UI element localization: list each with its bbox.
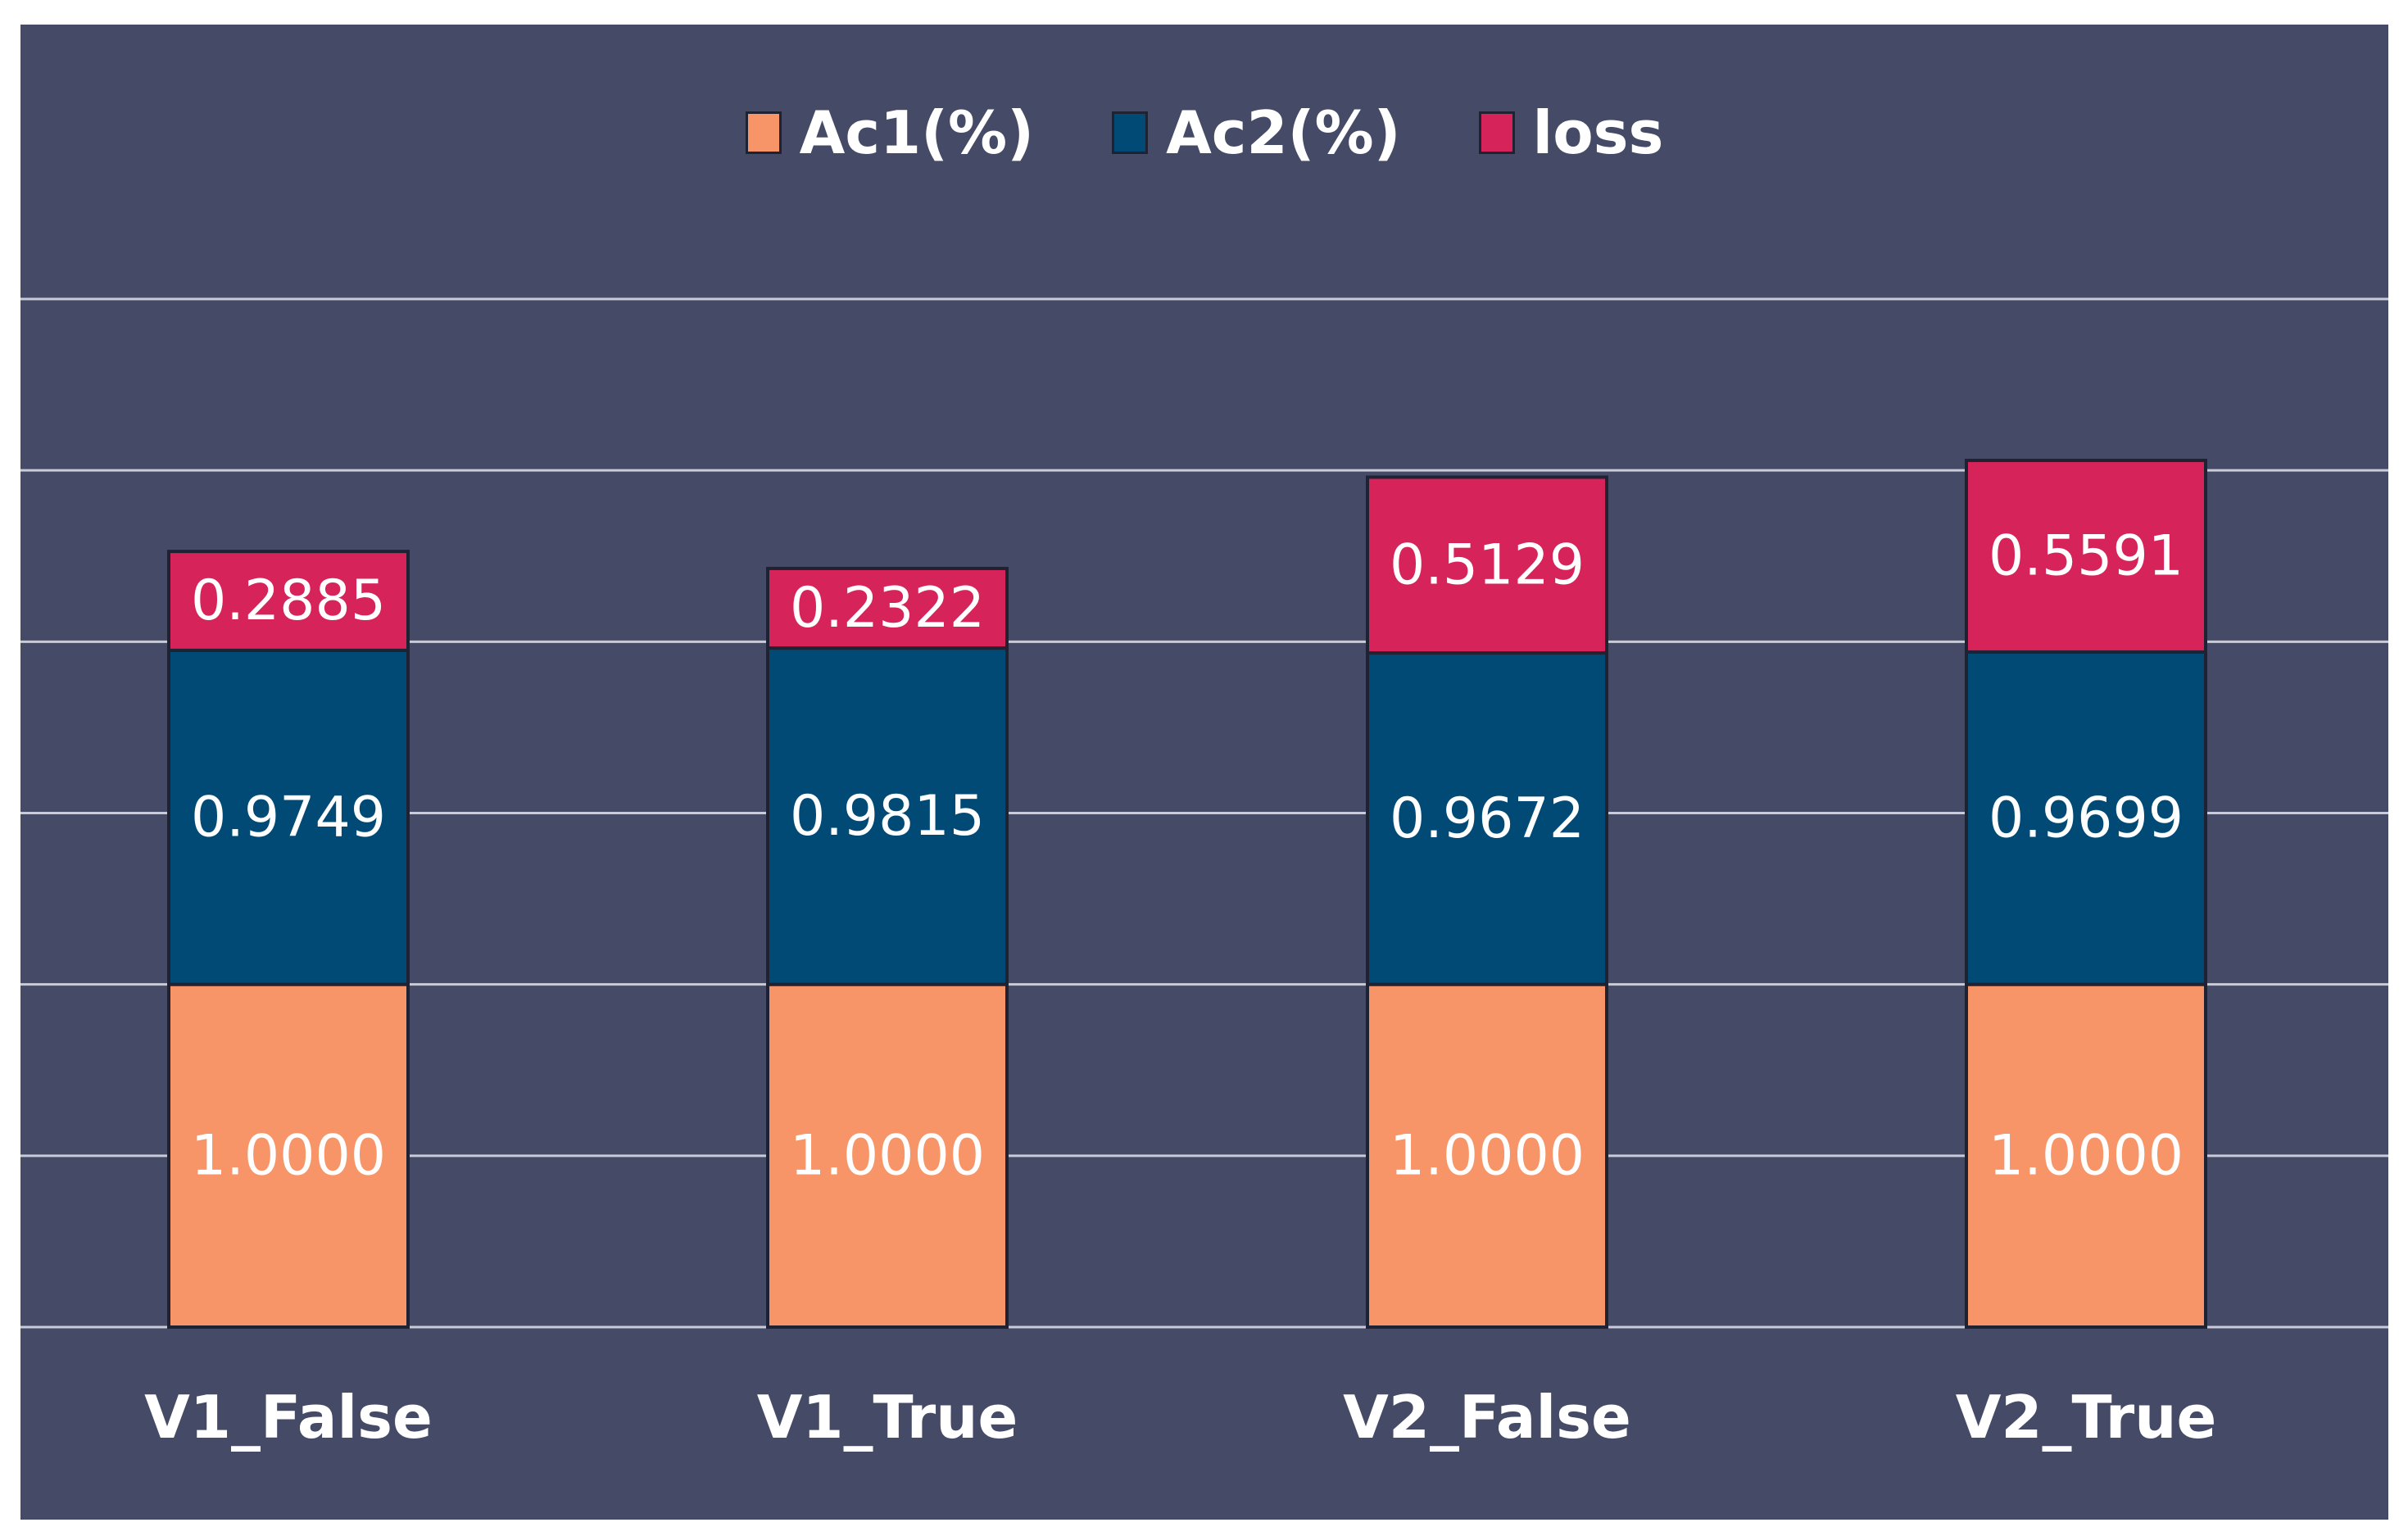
data-label: 1.0000	[1390, 1123, 1585, 1188]
data-label: 0.9699	[1989, 786, 2184, 850]
chart-svg: 1.0000 0.9749 0.2885 V1_False 1.0000 0.9815 0.…	[20, 25, 2388, 1520]
chart-panel: 1.0000 0.9749 0.2885 V1_False 1.0000 0.9815 0.…	[20, 25, 2388, 1520]
data-label: 0.2885	[191, 569, 386, 633]
bar-V1_True-loss[interactable]	[766, 566, 1009, 650]
legend-swatch	[1478, 111, 1515, 154]
bar-V1_True-Ac1(%)[interactable]	[766, 982, 1009, 1329]
data-label: 0.9749	[191, 785, 386, 850]
bar-V1_True-Ac2(%)[interactable]	[766, 646, 1009, 986]
bar-V2_True-Ac1(%)[interactable]	[1965, 982, 2207, 1329]
x-tick-label: V2_False	[1343, 1383, 1631, 1452]
legend: Ac1(%) Ac2(%) loss	[20, 98, 2388, 167]
legend-swatch	[1112, 111, 1149, 154]
data-label: 0.5129	[1390, 532, 1585, 597]
x-tick-label: V2_True	[1956, 1383, 2217, 1452]
legend-label: Ac2(%)	[1166, 98, 1401, 167]
legend-label: loss	[1532, 98, 1664, 167]
data-label: 1.0000	[790, 1123, 985, 1188]
bar-V1_False-loss[interactable]	[167, 550, 410, 652]
legend-item[interactable]: loss	[1478, 98, 1664, 167]
data-label: 1.0000	[191, 1123, 386, 1188]
bar-V2_True-loss[interactable]	[1965, 459, 2207, 654]
legend-label: Ac1(%)	[799, 98, 1035, 167]
legend-item[interactable]: Ac1(%)	[745, 98, 1035, 167]
x-tick-label: V1_True	[757, 1383, 1018, 1452]
bar-V2_True-Ac2(%)[interactable]	[1965, 650, 2207, 986]
legend-item[interactable]: Ac2(%)	[1112, 98, 1401, 167]
data-label: 0.5591	[1989, 523, 2184, 588]
bar-V2_False-loss[interactable]	[1366, 475, 1608, 655]
data-label: 0.2322	[790, 576, 985, 641]
data-label: 0.9672	[1390, 786, 1585, 851]
bar-V2_False-Ac2(%)[interactable]	[1366, 651, 1608, 986]
legend-swatch	[745, 111, 782, 154]
x-tick-label: V1_False	[144, 1383, 433, 1452]
data-label: 1.0000	[1989, 1123, 2184, 1188]
data-label: 0.9815	[790, 784, 985, 849]
bar-V2_False-Ac1(%)[interactable]	[1366, 982, 1608, 1329]
bar-V1_False-Ac2(%)[interactable]	[167, 648, 410, 986]
